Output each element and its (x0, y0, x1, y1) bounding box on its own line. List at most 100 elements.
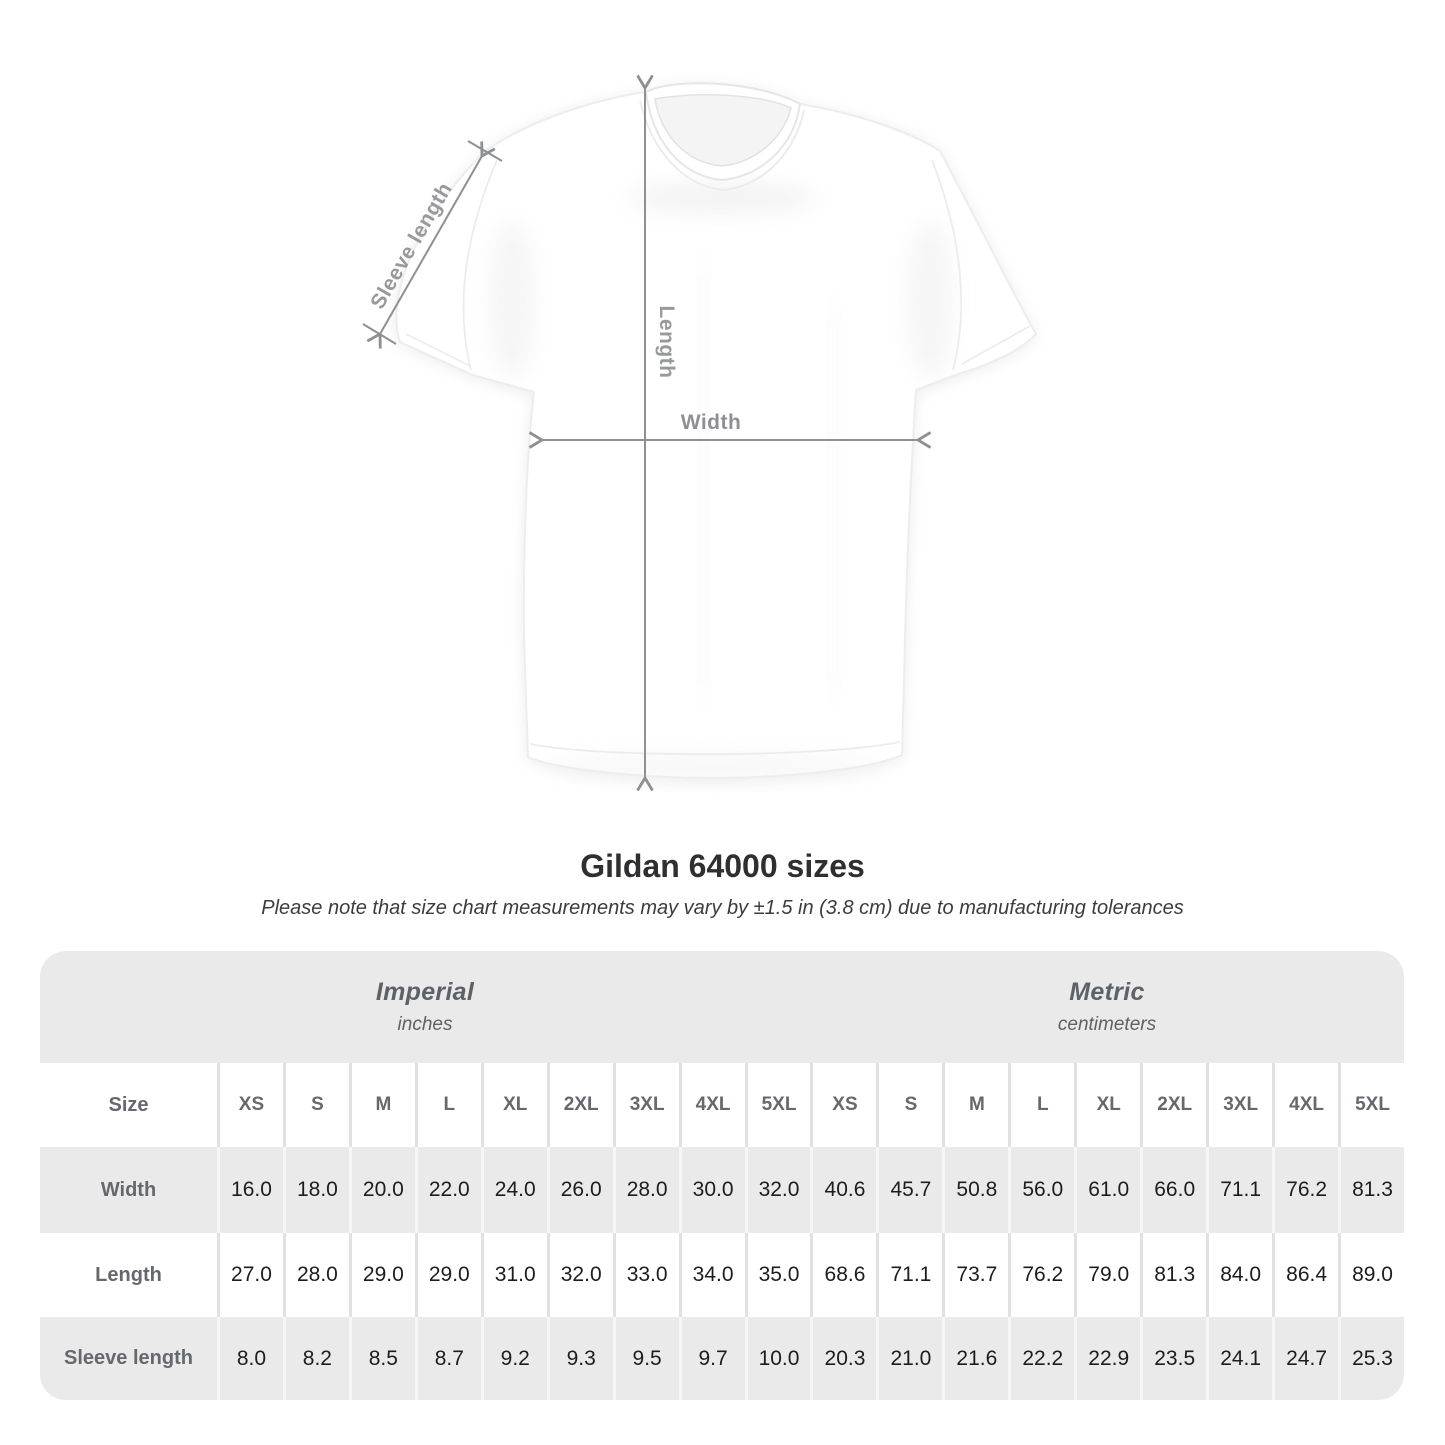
imperial-value-cell: 8.7 (414, 1317, 481, 1400)
imperial-size-header: L (414, 1063, 481, 1147)
imperial-value-cell: 32.0 (546, 1233, 613, 1317)
table-row-2: Sleeve length 8.0 8.2 8.5 8.7 9.2 9.3 9.5 9.7 10.… (40, 1317, 1404, 1400)
metric-value-cell: 68.6 (810, 1233, 876, 1317)
imperial-size-header: XS (217, 1063, 283, 1147)
imperial-value-cell: 34.0 (678, 1233, 745, 1317)
metric-unit-label: centimeters (1057, 1014, 1157, 1035)
sleeve-arrow-top-tick (467, 140, 503, 162)
imperial-value-cell: 31.0 (480, 1233, 547, 1317)
metric-size-header: 4XL (1272, 1063, 1338, 1147)
metric-value-cell: 61.0 (1074, 1147, 1140, 1233)
imperial-value-cell: 8.2 (282, 1317, 349, 1400)
metric-size-header: M (942, 1063, 1008, 1147)
metric-size-header: 5XL (1338, 1063, 1404, 1147)
imperial-value-cell: 33.0 (612, 1233, 679, 1317)
metric-value-cell: 84.0 (1206, 1233, 1272, 1317)
metric-value-cell: 45.7 (876, 1147, 942, 1233)
metric-size-header: L (1008, 1063, 1074, 1147)
imperial-size-header: S (282, 1063, 349, 1147)
metric-size-header: 2XL (1140, 1063, 1206, 1147)
sleeve-length-arrow (366, 141, 496, 349)
metric-size-header: S (876, 1063, 942, 1147)
metric-value-cell: 21.0 (876, 1317, 942, 1400)
metric-value-cell: 24.7 (1272, 1317, 1338, 1400)
table-row-0: Width 16.0 18.0 20.0 22.0 24.0 26.0 28.0 30.0 32.… (40, 1147, 1404, 1233)
metric-value-cell: 86.4 (1272, 1233, 1338, 1317)
metric-value-cell: 22.9 (1074, 1317, 1140, 1400)
metric-value-cell: 40.6 (810, 1147, 876, 1233)
imperial-value-cell: 8.0 (217, 1317, 283, 1400)
imperial-value-cell: 28.0 (612, 1147, 679, 1233)
imperial-value-cell: 28.0 (282, 1233, 349, 1317)
metric-value-cell: 56.0 (1008, 1147, 1074, 1233)
imperial-value-cell: 9.3 (546, 1317, 613, 1400)
table-row-1: Length 27.0 28.0 29.0 29.0 31.0 32.0 33.0 34.0 35… (40, 1233, 1404, 1317)
imperial-size-header: 2XL (546, 1063, 613, 1147)
collar-graphic (639, 82, 805, 192)
dimension-arrows (362, 74, 932, 792)
tshirt-measurement-diagram: Sleeve length Length Width (362, 74, 1038, 792)
imperial-value-cell: 29.0 (348, 1233, 415, 1317)
width-label: Width (680, 411, 742, 434)
imperial-value-cell: 9.5 (612, 1317, 679, 1400)
imperial-size-header: 5XL (744, 1063, 811, 1147)
metric-value-cell: 76.2 (1272, 1147, 1338, 1233)
imperial-value-cell: 29.0 (414, 1233, 481, 1317)
imperial-value-cell: 10.0 (744, 1317, 811, 1400)
imperial-label: Imperial (375, 978, 475, 1006)
imperial-size-header: 3XL (612, 1063, 679, 1147)
metric-value-cell: 25.3 (1338, 1317, 1404, 1400)
metric-value-cell: 73.7 (942, 1233, 1008, 1317)
metric-value-cell: 76.2 (1008, 1233, 1074, 1317)
metric-band: Metric centimeters (810, 951, 1404, 1063)
imperial-value-cell: 32.0 (744, 1147, 811, 1233)
imperial-value-cell: 26.0 (546, 1147, 613, 1233)
imperial-size-header: XL (480, 1063, 547, 1147)
metric-label: Metric (1069, 978, 1145, 1006)
imperial-value-cell: 30.0 (678, 1147, 745, 1233)
sleeve-arrow-bottom-tick (362, 323, 397, 345)
metric-value-cell: 81.3 (1338, 1147, 1404, 1233)
tshirt-shading (490, 182, 952, 778)
row-label: Length (95, 1263, 162, 1286)
imperial-value-cell: 16.0 (217, 1147, 283, 1233)
metric-value-cell: 89.0 (1338, 1233, 1404, 1317)
row-label: Sleeve length (64, 1347, 193, 1369)
unit-band: Imperial inches Metric centimeters (40, 951, 1404, 1063)
row-label: Width (100, 1178, 157, 1201)
metric-value-cell: 24.1 (1206, 1317, 1272, 1400)
metric-value-cell: 79.0 (1074, 1233, 1140, 1317)
metric-value-cell: 20.3 (810, 1317, 876, 1400)
table-header-row: Size XS S M L XL 2XL 3XL 4XL 5XL XS S M L XL 2XL 3XL 4XL 5… (40, 1063, 1404, 1147)
imperial-size-header: 4XL (678, 1063, 745, 1147)
imperial-size-header: M (348, 1063, 415, 1147)
tolerance-note: Please note that size chart measurements… (261, 897, 1184, 919)
metric-value-cell: 50.8 (942, 1147, 1008, 1233)
imperial-value-cell: 35.0 (744, 1233, 811, 1317)
imperial-value-cell: 9.2 (480, 1317, 547, 1400)
imperial-band: Imperial inches (40, 951, 810, 1063)
imperial-unit-label: inches (397, 1014, 453, 1035)
imperial-value-cell: 18.0 (282, 1147, 349, 1233)
imperial-value-cell: 22.0 (414, 1147, 481, 1233)
imperial-value-cell: 27.0 (217, 1233, 283, 1317)
metric-value-cell: 81.3 (1140, 1233, 1206, 1317)
imperial-value-cell: 24.0 (480, 1147, 547, 1233)
metric-size-header: 3XL (1206, 1063, 1272, 1147)
metric-size-header: XS (810, 1063, 876, 1147)
imperial-value-cell: 8.5 (348, 1317, 415, 1400)
metric-value-cell: 21.6 (942, 1317, 1008, 1400)
tshirt-diagram-svg (362, 74, 1038, 792)
imperial-value-cell: 20.0 (348, 1147, 415, 1233)
metric-value-cell: 66.0 (1140, 1147, 1206, 1233)
metric-value-cell: 71.1 (1206, 1147, 1272, 1233)
metric-value-cell: 22.2 (1008, 1317, 1074, 1400)
page-title: Gildan 64000 sizes (580, 848, 865, 884)
metric-value-cell: 23.5 (1140, 1317, 1206, 1400)
size-corner-label: Size (108, 1093, 149, 1116)
metric-value-cell: 71.1 (876, 1233, 942, 1317)
size-table: Imperial inches Metric centimeters Size X… (40, 951, 1404, 1400)
length-label: Length (655, 305, 678, 379)
metric-size-header: XL (1074, 1063, 1140, 1147)
